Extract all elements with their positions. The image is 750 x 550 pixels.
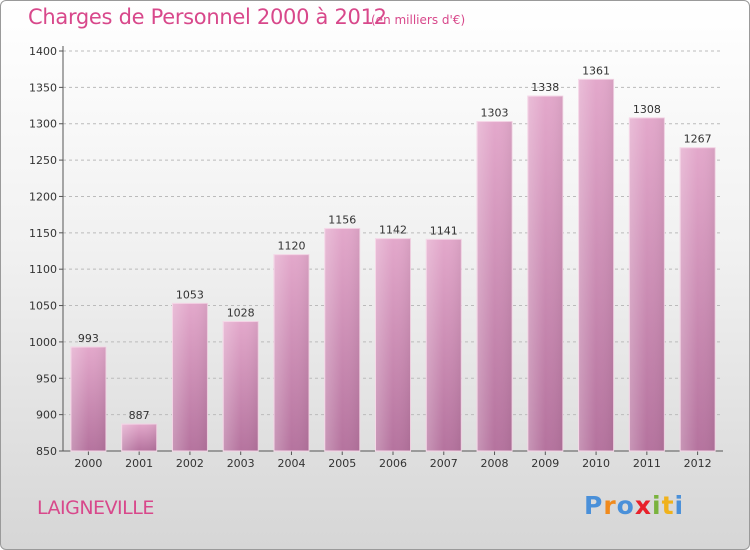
x-tick-label: 2007 bbox=[430, 457, 458, 470]
data-label: 1267 bbox=[684, 133, 712, 146]
bar-shade bbox=[121, 424, 157, 451]
data-label: 1361 bbox=[582, 64, 610, 77]
data-label: 993 bbox=[78, 332, 99, 345]
bar-shade bbox=[527, 96, 563, 451]
logo-letter: o bbox=[616, 491, 635, 520]
data-label: 887 bbox=[129, 409, 150, 422]
bar-shade bbox=[578, 79, 614, 451]
x-tick-label: 2003 bbox=[227, 457, 255, 470]
y-tick-label: 1050 bbox=[29, 300, 57, 313]
y-tick-label: 1200 bbox=[29, 190, 57, 203]
logo-letter: x bbox=[634, 491, 652, 520]
y-tick-label: 950 bbox=[36, 372, 57, 385]
y-tick-label: 900 bbox=[36, 409, 57, 422]
y-tick-label: 1150 bbox=[29, 227, 57, 240]
bar-shade bbox=[223, 321, 259, 451]
bar-shade bbox=[680, 147, 716, 451]
logo-letter: P bbox=[584, 491, 604, 520]
chart-title: Charges de Personnel 2000 à 2012 bbox=[28, 5, 387, 29]
data-label: 1308 bbox=[633, 103, 661, 116]
x-tick-label: 2006 bbox=[379, 457, 407, 470]
y-tick-label: 1350 bbox=[29, 81, 57, 94]
data-label: 1053 bbox=[176, 288, 204, 301]
logo-letter: i bbox=[674, 491, 685, 520]
logo-letter: t bbox=[661, 491, 675, 520]
data-label: 1156 bbox=[328, 213, 356, 226]
bar-shade bbox=[273, 254, 309, 451]
x-tick-label: 2010 bbox=[582, 457, 610, 470]
data-label: 1141 bbox=[430, 224, 458, 237]
logo-letter: i bbox=[652, 491, 662, 520]
bar-shade bbox=[324, 228, 360, 451]
data-label: 1303 bbox=[481, 107, 509, 120]
y-tick-label: 1250 bbox=[29, 154, 57, 167]
logo-letter: r bbox=[603, 491, 617, 520]
data-label: 1028 bbox=[227, 307, 255, 320]
chart-subtitle: (en milliers d'€) bbox=[371, 13, 466, 27]
data-label: 1338 bbox=[531, 81, 559, 94]
bar-shade bbox=[477, 121, 513, 451]
x-tick-label: 2005 bbox=[328, 457, 356, 470]
x-tick-label: 2001 bbox=[125, 457, 153, 470]
bar-shade bbox=[629, 117, 665, 451]
x-tick-label: 2012 bbox=[684, 457, 712, 470]
proxiti-logo: Proxiti bbox=[584, 491, 684, 520]
x-tick-label: 2002 bbox=[176, 457, 204, 470]
bar-shade bbox=[375, 238, 411, 451]
bar-shade bbox=[426, 239, 462, 451]
data-label: 1142 bbox=[379, 224, 407, 237]
x-tick-label: 2008 bbox=[481, 457, 509, 470]
labels: 993 2000 887 2001 1053 2002 1028 2003 1120 2004 11… bbox=[74, 64, 711, 470]
y-tick-label: 1100 bbox=[29, 263, 57, 276]
y-tick-label: 1300 bbox=[29, 118, 57, 131]
y-tick-label: 850 bbox=[36, 445, 57, 458]
x-tick-label: 2004 bbox=[277, 457, 305, 470]
bar-shade bbox=[70, 347, 106, 451]
bar-shade bbox=[172, 303, 208, 451]
y-tick-label: 1000 bbox=[29, 336, 57, 349]
place-name: LAIGNEVILLE bbox=[37, 497, 154, 519]
x-tick-label: 2011 bbox=[633, 457, 661, 470]
bars bbox=[70, 78, 716, 452]
x-tick-label: 2000 bbox=[74, 457, 102, 470]
y-tick-label: 1400 bbox=[29, 45, 57, 58]
x-tick-label: 2009 bbox=[531, 457, 559, 470]
data-label: 1120 bbox=[277, 240, 305, 253]
